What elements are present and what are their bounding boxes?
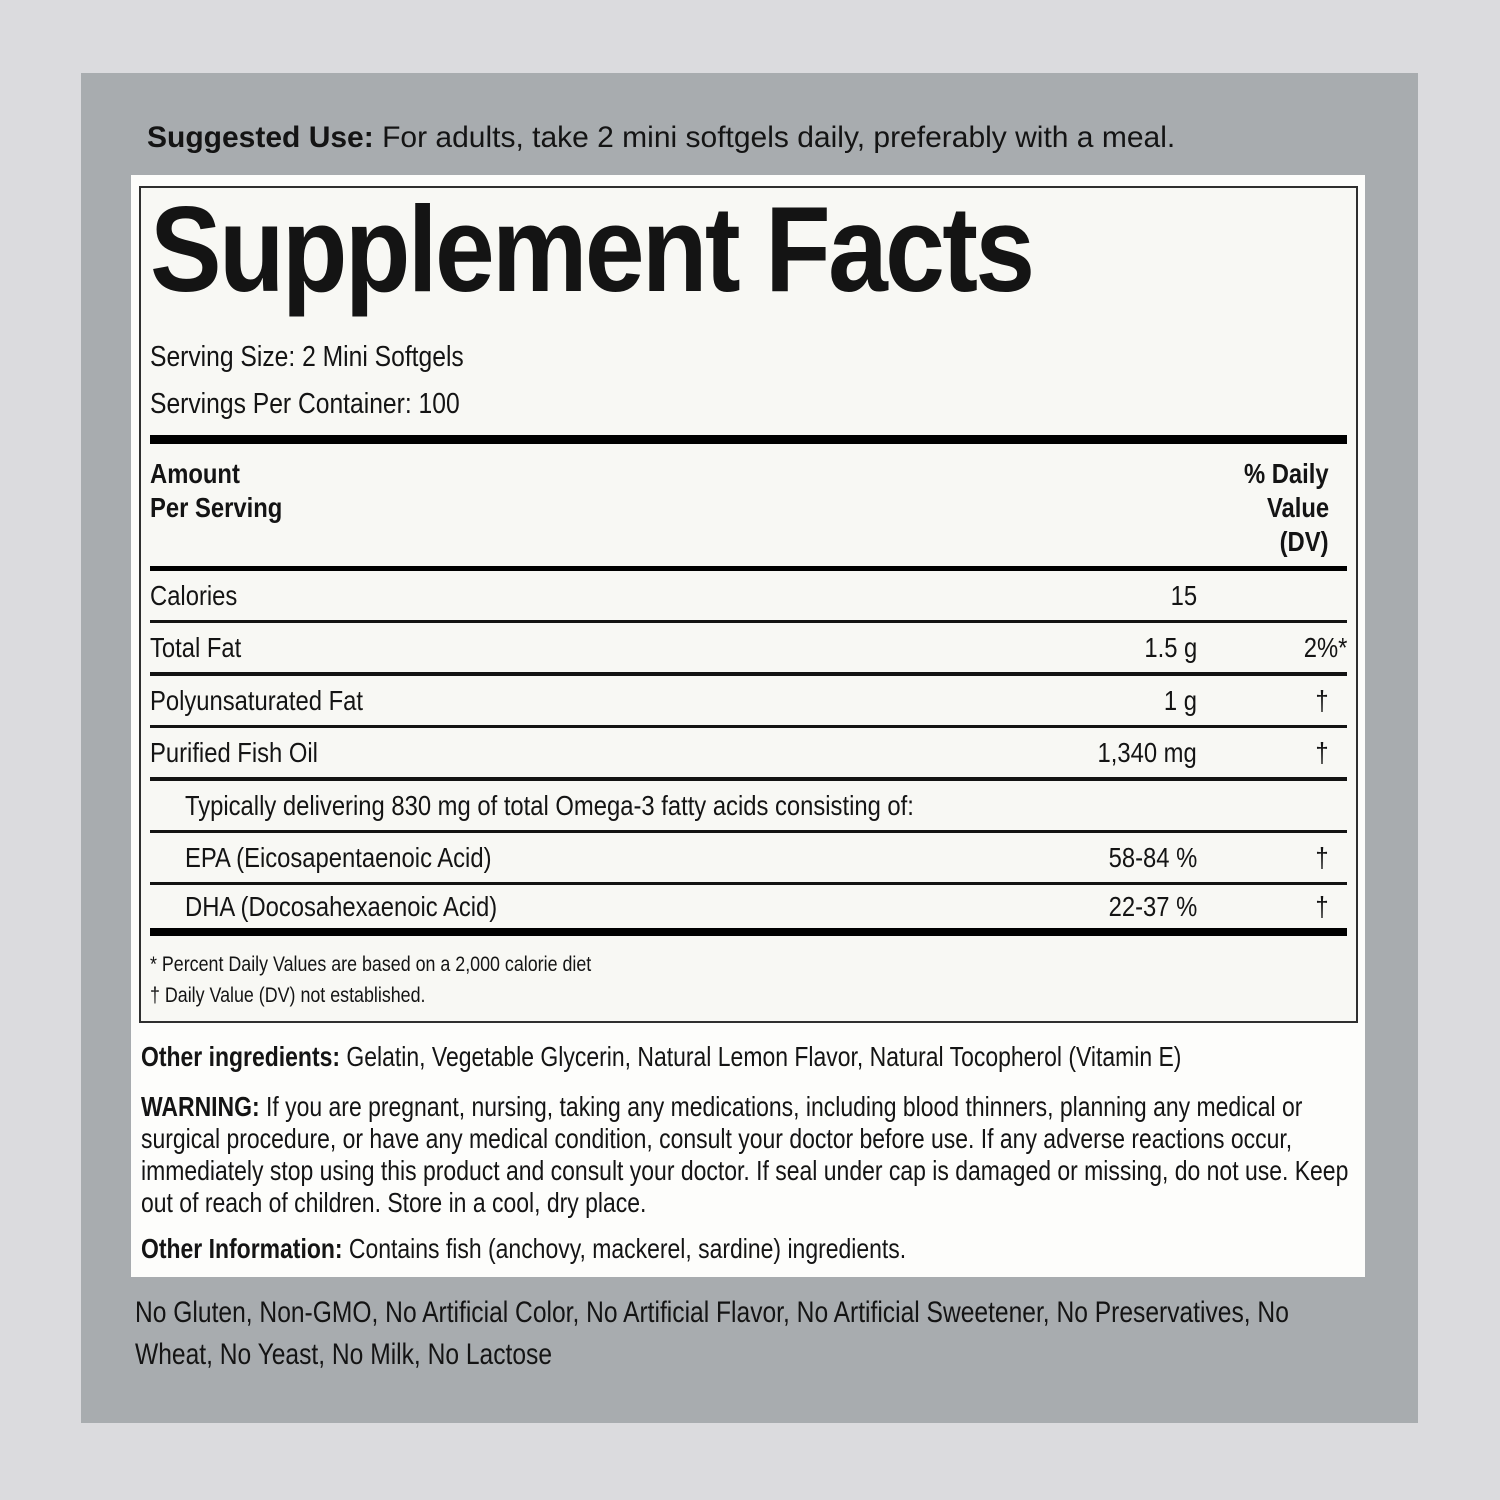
row-divider (150, 882, 1347, 885)
servings-per-container: Servings Per Container: 100 (150, 388, 460, 420)
claims-text: No Gluten, Non-GMO, No Artificial Color,… (135, 1296, 1289, 1371)
nutrient-name: EPA (Eicosapentaenoic Acid) (185, 841, 492, 873)
nutrient-name: Typically delivering 830 mg of total Ome… (185, 789, 914, 821)
serving-size: Serving Size: 2 Mini Softgels (150, 341, 464, 373)
row-divider (150, 830, 1347, 833)
table-header: Amount Per Serving % Daily Value (DV) (150, 444, 1347, 559)
table-bottom-rule (150, 928, 1347, 936)
other-ingredients-label: Other ingredients: (141, 1041, 341, 1072)
row-divider (150, 725, 1347, 728)
nutrient-name: Purified Fish Oil (150, 736, 318, 768)
row-polyunsaturated-fat: Polyunsaturated Fat 1 g † (150, 676, 1347, 725)
nutrient-amount: 58-84 % (1108, 841, 1197, 873)
nutrient-name: Calories (150, 579, 238, 611)
label-gray-panel: Suggested Use: For adults, take 2 mini s… (81, 73, 1418, 1423)
table-top-rule (150, 435, 1347, 444)
row-purified-fish-oil: Purified Fish Oil 1,340 mg † (150, 728, 1347, 777)
other-information-text: Contains fish (anchovy, mackerel, sardin… (348, 1233, 907, 1264)
table-header-amount: Amount Per Serving (150, 458, 283, 523)
row-epa: EPA (Eicosapentaenoic Acid) 58-84 % † (150, 833, 1347, 882)
suggested-use: Suggested Use: For adults, take 2 mini s… (147, 120, 1175, 156)
warning-label: WARNING: (141, 1091, 260, 1122)
suggested-use-text: For adults, take 2 mini softgels daily, … (382, 121, 1176, 154)
nutrient-amount: 1 g (1163, 684, 1197, 716)
header-rule (150, 566, 1347, 571)
nutrient-dv: † (1315, 684, 1329, 716)
supplement-facts-title: Supplement Facts (150, 186, 1035, 317)
nutrient-dv: † (1315, 841, 1329, 873)
nutrient-name: Polyunsaturated Fat (150, 684, 364, 716)
row-total-fat: Total Fat 1.5 g 2%* (150, 623, 1347, 672)
nutrient-dv: 2%* (1303, 631, 1347, 663)
nutrient-amount: 1.5 g (1144, 631, 1197, 663)
supplement-facts-box: Supplement Facts Serving Size: 2 Mini So… (139, 186, 1358, 1023)
nutrient-name: Total Fat (150, 631, 242, 663)
label-card: Supplement Facts Serving Size: 2 Mini So… (131, 175, 1365, 1277)
nutrient-name: DHA (Docosahexaenoic Acid) (185, 890, 498, 922)
other-information-label: Other Information: (141, 1233, 343, 1264)
footnote-daily-values: * Percent Daily Values are based on a 2,… (150, 953, 592, 976)
row-calories: Calories 15 (150, 571, 1347, 620)
row-divider (150, 672, 1347, 676)
row-divider (150, 620, 1347, 623)
table-header-daily-value: % Daily Value (DV) (1244, 458, 1329, 557)
other-ingredients: Other ingredients: Gelatin, Vegetable Gl… (141, 1041, 1355, 1073)
warning: WARNING: If you are pregnant, nursing, t… (141, 1091, 1355, 1219)
other-ingredients-text: Gelatin, Vegetable Glycerin, Natural Lem… (346, 1041, 1182, 1072)
other-information: Other Information: Contains fish (anchov… (141, 1233, 1355, 1265)
nutrient-amount: 22-37 % (1108, 890, 1197, 922)
nutrient-dv: † (1315, 890, 1329, 922)
footnote-dv-not-established: † Daily Value (DV) not established. (150, 984, 426, 1007)
nutrient-amount: 15 (1170, 579, 1197, 611)
row-dha: DHA (Docosahexaenoic Acid) 22-37 % † (150, 885, 1347, 928)
nutrient-amount: 1,340 mg (1097, 736, 1197, 768)
warning-text: If you are pregnant, nursing, taking any… (141, 1091, 1349, 1218)
row-divider (150, 777, 1347, 781)
nutrient-dv: † (1315, 736, 1329, 768)
suggested-use-label: Suggested Use: (147, 121, 374, 154)
footnotes: * Percent Daily Values are based on a 2,… (150, 949, 1347, 1011)
row-omega3-note: Typically delivering 830 mg of total Ome… (150, 781, 1347, 830)
